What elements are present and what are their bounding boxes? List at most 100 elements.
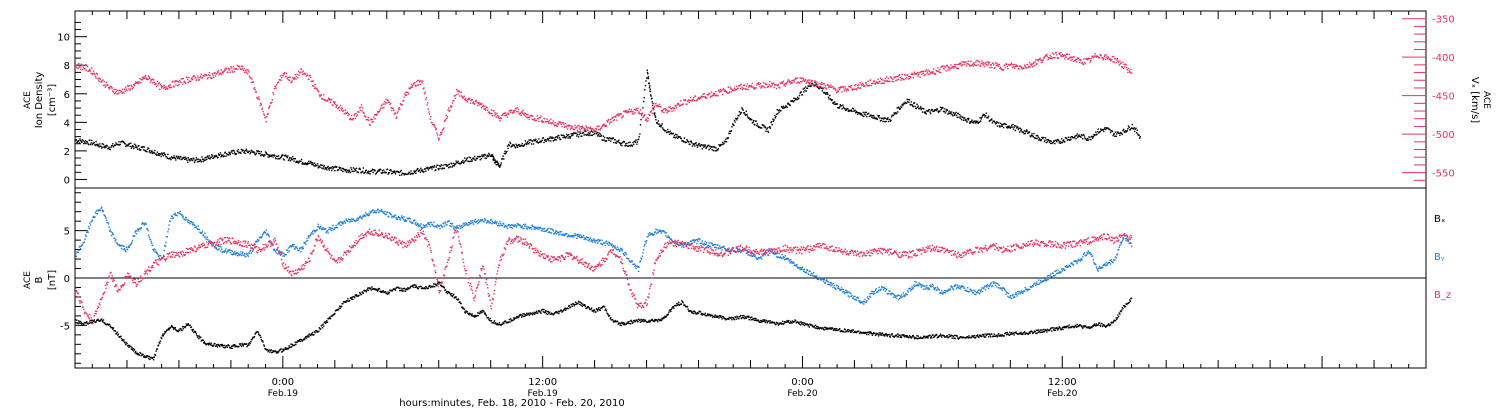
speed-point: [467, 98, 469, 101]
speed-point: [230, 66, 232, 68]
speed-point: [975, 64, 978, 66]
density-point: [548, 137, 551, 140]
by-point: [75, 253, 77, 255]
by-point: [402, 219, 405, 221]
speed-point: [234, 70, 236, 73]
by-point: [289, 246, 291, 248]
by-point: [852, 297, 854, 300]
density-point: [208, 157, 210, 159]
speed-point: [1043, 56, 1046, 58]
density-point: [385, 171, 387, 174]
density-point: [712, 146, 714, 148]
speed-point: [609, 121, 611, 123]
speed-point: [856, 84, 859, 87]
speed-point: [272, 92, 274, 94]
by-point: [455, 228, 457, 230]
speed-point: [141, 76, 144, 79]
density-point: [1010, 126, 1012, 128]
speed-point: [404, 93, 406, 95]
speed-point: [824, 85, 827, 87]
density-point: [492, 158, 495, 160]
speed-point: [1033, 64, 1036, 67]
density-point: [311, 162, 314, 164]
density-point: [412, 172, 415, 175]
density-point: [169, 157, 171, 159]
density-point: [1055, 139, 1057, 142]
speed-point: [86, 64, 88, 67]
by-point: [299, 247, 301, 249]
speed-point: [349, 117, 352, 120]
speed-point: [1004, 64, 1006, 66]
by-point: [690, 240, 692, 242]
speed-point: [354, 113, 356, 115]
speed-point: [650, 111, 652, 113]
density-point: [727, 137, 729, 139]
speed-point: [209, 74, 211, 77]
density-point: [877, 114, 879, 117]
speed-point: [1051, 52, 1054, 54]
speed-point: [236, 64, 238, 67]
speed-point: [369, 124, 371, 126]
speed-tick-label: -400: [1432, 53, 1455, 64]
speed-point: [747, 88, 749, 91]
speed-point: [474, 103, 476, 105]
speed-point: [929, 73, 931, 75]
by-point: [548, 231, 551, 233]
density-point: [772, 120, 775, 122]
speed-point: [982, 62, 984, 64]
density-point: [516, 146, 519, 148]
density-point: [78, 139, 80, 142]
speed-point: [728, 91, 731, 93]
speed-point: [169, 84, 171, 86]
by-point: [531, 224, 533, 226]
speed-point: [953, 65, 955, 68]
density-point: [928, 109, 931, 111]
density-point: [195, 159, 197, 161]
by-point: [754, 255, 757, 257]
by-point: [260, 236, 262, 238]
by-point: [739, 249, 741, 251]
speed-point: [499, 120, 501, 122]
speed-point: [541, 119, 543, 122]
density-point: [683, 137, 686, 139]
density-point: [629, 141, 631, 143]
density-point: [780, 110, 782, 112]
by-point: [231, 250, 233, 252]
density-point: [388, 172, 390, 174]
speed-point: [787, 79, 789, 81]
by-point: [773, 253, 775, 255]
density-point: [666, 131, 668, 134]
speed-point: [819, 85, 822, 88]
density-point: [583, 134, 585, 136]
density-point: [556, 136, 558, 138]
density-point: [773, 119, 775, 121]
by-point: [412, 220, 415, 222]
by-point: [618, 250, 621, 252]
by-point: [270, 242, 272, 244]
speed-point: [1125, 64, 1127, 66]
density-point: [521, 142, 523, 145]
by-point: [352, 218, 355, 220]
by-point: [232, 252, 235, 254]
speed-point: [910, 73, 913, 75]
density-point: [952, 115, 954, 117]
density-point: [135, 144, 137, 146]
density-point: [954, 114, 956, 116]
density-point: [765, 130, 767, 132]
speed-point: [802, 79, 804, 81]
by-point: [465, 223, 468, 225]
speed-point: [1105, 58, 1107, 61]
speed-point: [85, 69, 87, 71]
by-point: [84, 238, 86, 240]
speed-point: [908, 77, 911, 80]
density-point: [1094, 134, 1096, 136]
speed-point: [1088, 57, 1091, 60]
speed-point: [221, 71, 223, 73]
speed-point: [795, 77, 798, 80]
density-point: [1127, 125, 1130, 127]
speed-point: [918, 71, 921, 74]
speed-point: [905, 76, 908, 79]
speed-point: [868, 84, 871, 87]
density-point: [328, 167, 330, 170]
speed-point: [274, 85, 277, 88]
